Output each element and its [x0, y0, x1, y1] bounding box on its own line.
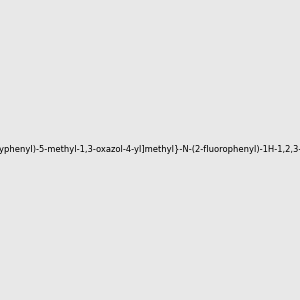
Text: 5-amino-1-{[2-(4-ethoxyphenyl)-5-methyl-1,3-oxazol-4-yl]methyl}-N-(2-fluoropheny: 5-amino-1-{[2-(4-ethoxyphenyl)-5-methyl-…	[0, 146, 300, 154]
